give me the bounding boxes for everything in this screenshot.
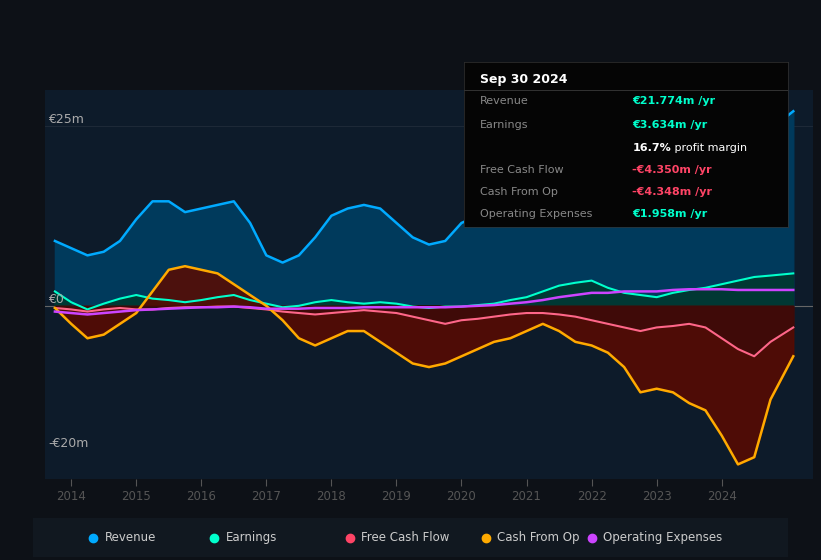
Text: €0: €0 <box>48 293 64 306</box>
Text: Free Cash Flow: Free Cash Flow <box>361 531 450 544</box>
Text: -€4.350m /yr: -€4.350m /yr <box>632 165 712 175</box>
Text: Revenue: Revenue <box>104 531 156 544</box>
Text: Operating Expenses: Operating Expenses <box>603 531 722 544</box>
Text: Cash From Op: Cash From Op <box>498 531 580 544</box>
Text: -€4.348m /yr: -€4.348m /yr <box>632 187 713 197</box>
Text: Sep 30 2024: Sep 30 2024 <box>480 73 567 86</box>
Text: €1.958m /yr: €1.958m /yr <box>632 209 708 220</box>
Text: -€20m: -€20m <box>48 437 89 450</box>
Text: Free Cash Flow: Free Cash Flow <box>480 165 564 175</box>
Text: 16.7%: 16.7% <box>632 142 672 152</box>
Text: Cash From Op: Cash From Op <box>480 187 558 197</box>
Text: €3.634m /yr: €3.634m /yr <box>632 120 708 130</box>
Text: Revenue: Revenue <box>480 96 529 106</box>
Text: Operating Expenses: Operating Expenses <box>480 209 593 220</box>
Text: €21.774m /yr: €21.774m /yr <box>632 96 716 106</box>
Text: Earnings: Earnings <box>226 531 277 544</box>
Text: €25m: €25m <box>48 113 85 125</box>
Text: Earnings: Earnings <box>480 120 529 130</box>
Text: profit margin: profit margin <box>672 142 748 152</box>
